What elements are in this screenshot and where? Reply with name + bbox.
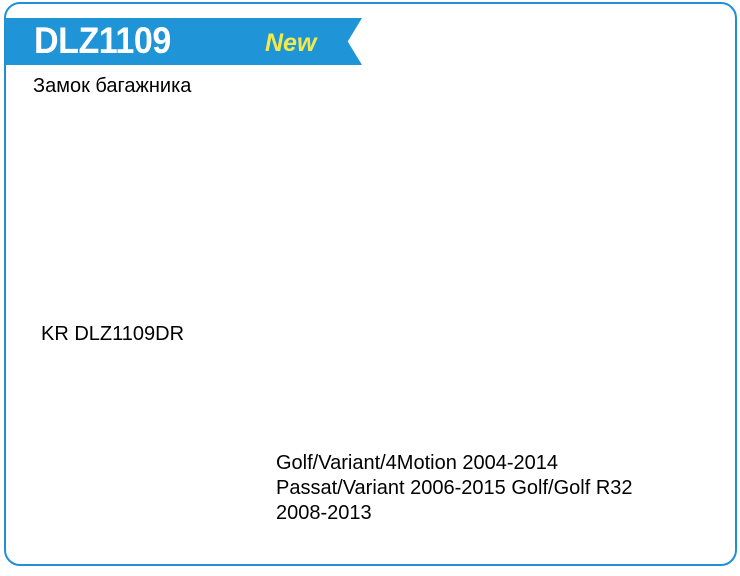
product-banner [5, 18, 362, 65]
applications: Golf/Variant/4Motion 2004-2014 Passat/Va… [276, 451, 696, 526]
application-line: Golf/Variant/4Motion 2004-2014 [276, 452, 559, 474]
product-title: Замок багажника [33, 75, 192, 97]
application-line: 2008-2013 [276, 502, 372, 524]
product-code: DLZ1109 [34, 20, 171, 61]
product-card [4, 2, 737, 566]
new-badge: New [265, 29, 317, 57]
application-line: Passat/Variant 2006-2015 Golf/Golf R32 [276, 477, 633, 499]
part-number: KR DLZ1109DR [41, 323, 185, 345]
